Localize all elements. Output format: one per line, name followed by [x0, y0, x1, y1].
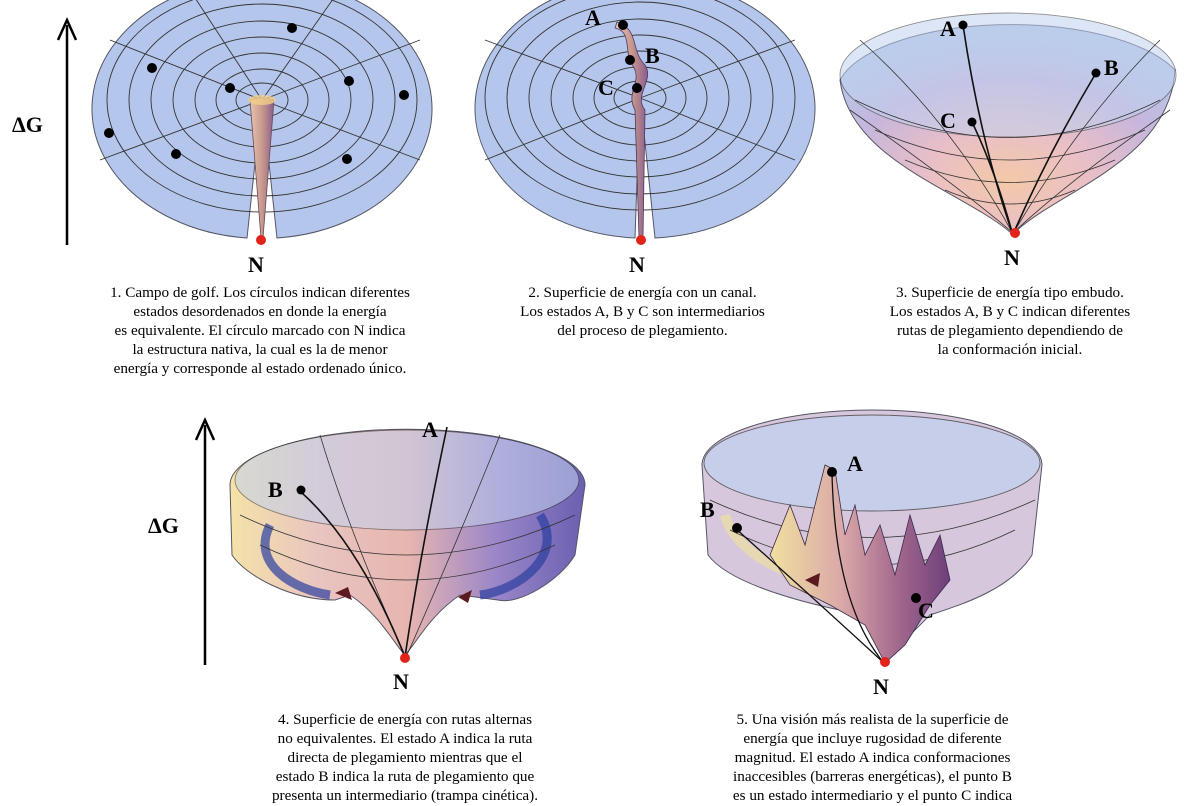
- arrow-head-icon: [194, 416, 216, 441]
- panel-alternate-routes: ΔG A B N 4. Superficie de energía con ru…: [120, 405, 620, 806]
- golf-course-diagram: ΔG: [12, 0, 433, 277]
- native-label: N: [393, 669, 409, 694]
- caption-panel-4: 4. Superficie de energía con rutas alter…: [271, 711, 539, 804]
- rugged-peaks: [769, 464, 951, 664]
- native-label: N: [1004, 245, 1020, 270]
- caption-panel-5: 5. Una visión más realista de la superfi…: [732, 711, 1013, 804]
- arrow-head-icon: [56, 16, 78, 41]
- state-a-label: A: [585, 5, 601, 30]
- state-a-label: A: [847, 451, 863, 476]
- state-b-label: B: [700, 497, 715, 522]
- alternate-routes-diagram: ΔG A B N: [148, 416, 586, 694]
- state-c-label: C: [598, 75, 614, 100]
- state-c-label: C: [918, 598, 934, 623]
- panel-channel: A B C N 2. Superficie de energía con un …: [455, 0, 835, 390]
- state-c-label: C: [940, 108, 956, 133]
- funnel-diagram: A B C N: [839, 12, 1177, 270]
- state-a-label: A: [940, 16, 956, 41]
- state-b-label: B: [645, 43, 660, 68]
- native-label: N: [248, 252, 264, 277]
- native-label: N: [873, 674, 889, 699]
- state-b-label: B: [1104, 55, 1119, 80]
- channel-diagram: A B C N: [474, 0, 816, 277]
- disc-grid-spokes: [99, 0, 421, 161]
- panel-rough-surface: A B C N 5. Una visión más realista de la…: [640, 405, 1185, 806]
- native-state-dot: [880, 657, 890, 667]
- delta-g-label: ΔG: [148, 513, 179, 538]
- state-b-label: B: [268, 477, 283, 502]
- flat-energy-disc: [91, 0, 433, 239]
- native-state-dot: [256, 235, 266, 245]
- native-state-dot: [1010, 228, 1020, 238]
- caption-panel-1: 1. Campo de golf. Los círculos indican d…: [110, 284, 410, 377]
- state-a-label: A: [422, 417, 438, 442]
- disc-grid-spokes: [484, 39, 796, 161]
- native-state-dot: [636, 235, 646, 245]
- disordered-states: [104, 23, 409, 164]
- caption-panel-3: 3. Superficie de energía tipo embudo. Lo…: [889, 284, 1131, 358]
- panel-golf-course: ΔG: [0, 0, 433, 390]
- funnel-grid-spokes: [849, 39, 1171, 233]
- native-label: N: [629, 252, 645, 277]
- funnel-grid-rings: [854, 99, 1161, 205]
- rough-surface-diagram: A B C N: [700, 409, 1043, 699]
- native-state-dot: [400, 653, 410, 663]
- caption-panel-2: 2. Superficie de energía con un canal. L…: [520, 284, 765, 339]
- panel-funnel: A B C N 3. Superficie de energía tipo em…: [830, 0, 1185, 390]
- delta-g-label: ΔG: [12, 112, 43, 137]
